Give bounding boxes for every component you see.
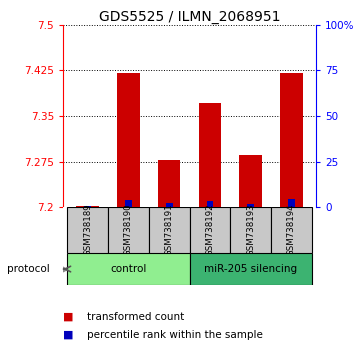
Text: GSM738191: GSM738191: [165, 204, 174, 256]
Bar: [125, 200, 132, 207]
Bar: [77, 206, 99, 207]
Bar: [288, 199, 295, 207]
Text: GSM738189: GSM738189: [83, 204, 92, 256]
Bar: [67, 207, 108, 253]
Title: GDS5525 / ILMN_2068951: GDS5525 / ILMN_2068951: [99, 10, 280, 24]
Bar: [190, 207, 230, 253]
Text: ■: ■: [63, 330, 74, 339]
Bar: [280, 73, 303, 207]
Text: miR-205 silencing: miR-205 silencing: [204, 264, 297, 274]
Bar: [199, 103, 221, 207]
Bar: [166, 204, 173, 207]
Bar: [84, 206, 91, 207]
Bar: [108, 207, 149, 253]
Bar: [149, 207, 190, 253]
Text: ■: ■: [63, 312, 74, 322]
Text: transformed count: transformed count: [87, 312, 184, 322]
Text: protocol: protocol: [7, 264, 50, 274]
Bar: [117, 73, 140, 207]
Text: control: control: [110, 264, 147, 274]
Bar: [239, 155, 262, 207]
Bar: [67, 253, 190, 285]
Text: percentile rank within the sample: percentile rank within the sample: [87, 330, 262, 339]
Bar: [271, 207, 312, 253]
Bar: [206, 201, 213, 207]
Bar: [230, 207, 271, 253]
Text: GSM738192: GSM738192: [205, 204, 214, 256]
Bar: [247, 204, 254, 207]
Text: GSM738190: GSM738190: [124, 204, 133, 256]
Text: GSM738194: GSM738194: [287, 204, 296, 256]
Bar: [158, 160, 180, 207]
Bar: [190, 253, 312, 285]
Text: GSM738193: GSM738193: [246, 204, 255, 256]
